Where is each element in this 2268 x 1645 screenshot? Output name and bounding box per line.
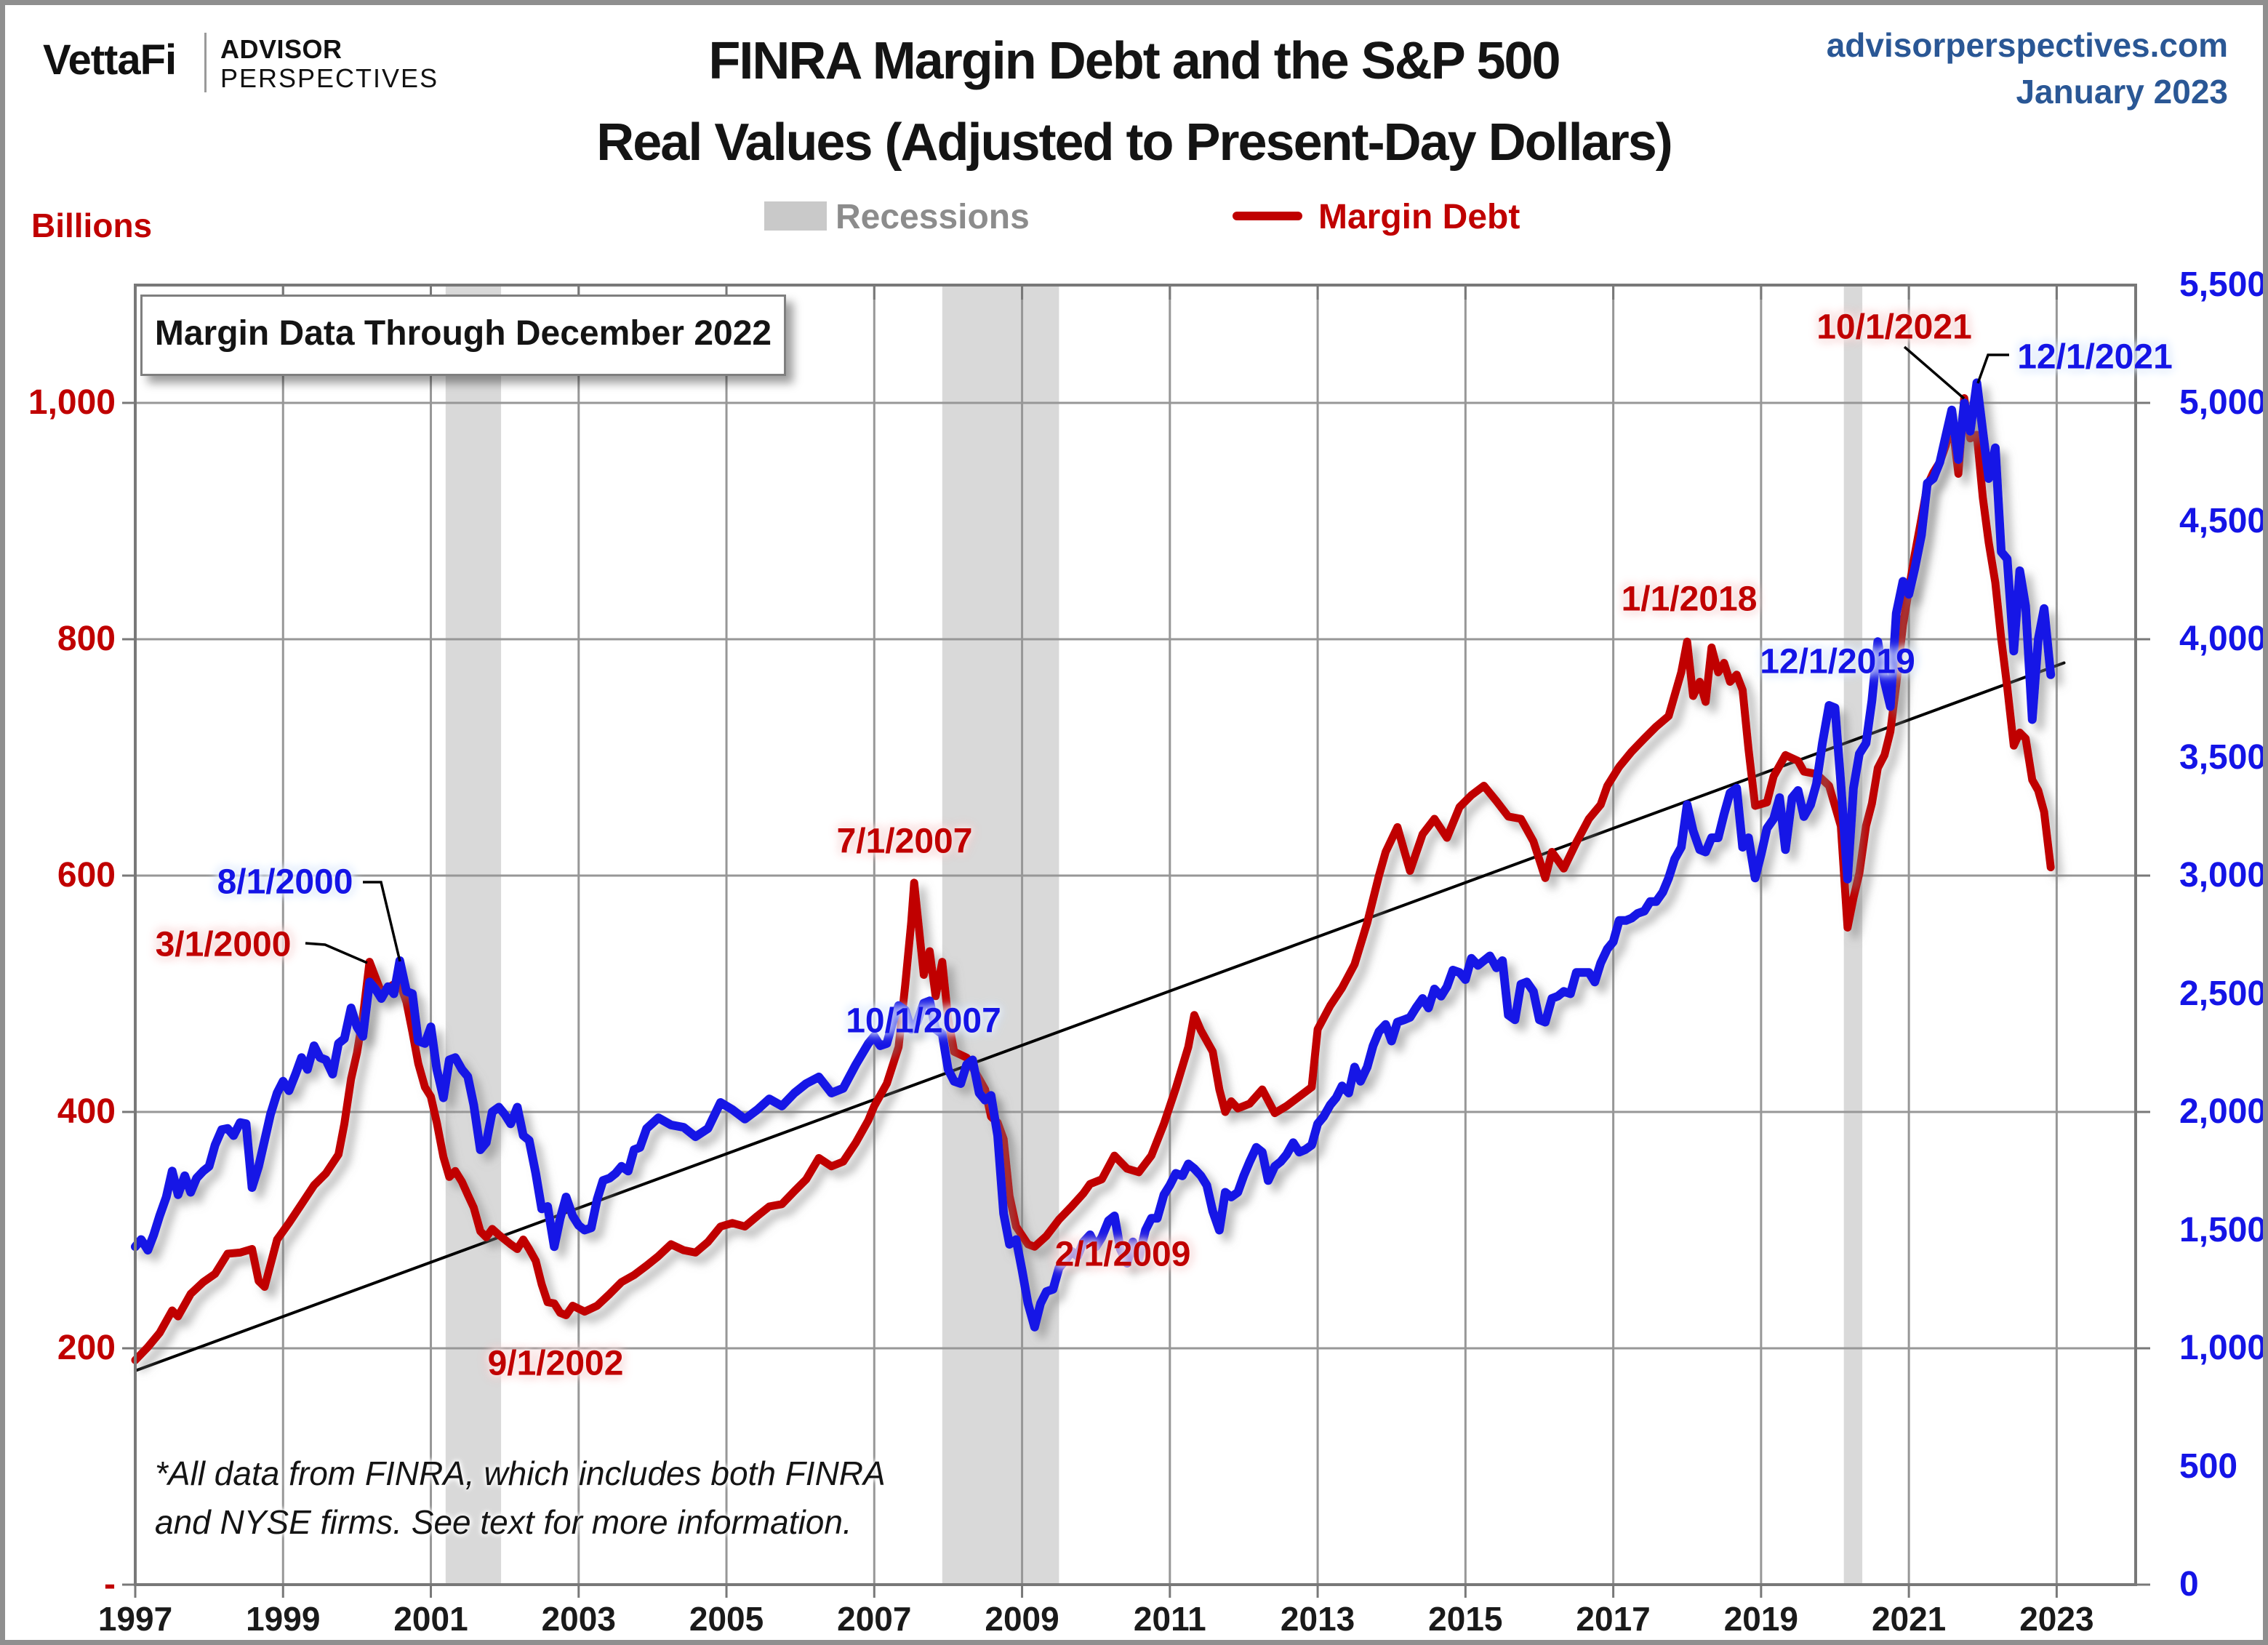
x-axis-tick-label: 2003 bbox=[541, 1600, 616, 1638]
x-axis-tick-label: 2021 bbox=[1871, 1600, 1947, 1638]
x-axis-tick-label: 1999 bbox=[246, 1600, 321, 1638]
x-axis-tick-label: 2015 bbox=[1428, 1600, 1503, 1638]
recession-band bbox=[942, 285, 1059, 1585]
chart-title-line1: FINRA Margin Debt and the S&P 500 bbox=[708, 32, 1560, 90]
footnote: *All data from FINRA, which includes bot… bbox=[155, 1449, 886, 1546]
x-axis-tick-label: 2009 bbox=[985, 1600, 1059, 1638]
right-axis-tick-label: 2,500 bbox=[2179, 974, 2267, 1013]
x-axis-tick-label: 2011 bbox=[1133, 1600, 1206, 1638]
margin-data-annotation-box: Margin Data Through December 2022 bbox=[140, 295, 786, 376]
logo-divider bbox=[204, 33, 207, 92]
x-axis-tick-label: 2023 bbox=[2019, 1600, 2094, 1638]
left-axis-tick-label: 1,000 bbox=[28, 383, 116, 422]
recession-legend-label: Recessions bbox=[836, 198, 1030, 236]
margin-debt-legend-line bbox=[1233, 212, 1302, 220]
right-axis-tick-label: 5,500 bbox=[2179, 265, 2267, 304]
callout-8-1-2000: 8/1/2000 bbox=[217, 862, 353, 902]
right-axis-tick-label: 0 bbox=[2179, 1565, 2199, 1604]
series-line bbox=[131, 394, 2055, 1364]
callout-7-1-2007: 7/1/2007 bbox=[836, 822, 973, 861]
margin-debt-legend-label: Margin Debt bbox=[1318, 198, 1520, 236]
x-axis-tick-label: 1997 bbox=[97, 1600, 173, 1638]
callout-3-1-2000: 3/1/2000 bbox=[155, 925, 292, 964]
right-axis-tick-label: 1,500 bbox=[2179, 1210, 2267, 1249]
vettafi-logo: VettaFi bbox=[43, 36, 177, 84]
recession-band bbox=[1843, 285, 1863, 1585]
right-axis-tick-label: 4,500 bbox=[2179, 501, 2267, 540]
callout-leader-line bbox=[305, 942, 368, 964]
footnote-line1: *All data from FINRA, which includes bot… bbox=[155, 1454, 886, 1492]
callout-12-1-2019: 12/1/2019 bbox=[1760, 642, 1915, 681]
chart-title-line2: Real Values (Adjusted to Present-Day Dol… bbox=[596, 113, 1672, 172]
site-url: advisorperspectives.com bbox=[1826, 26, 2228, 64]
callout-leader-line bbox=[1976, 353, 2009, 384]
left-axis-tick-label: 600 bbox=[57, 856, 116, 894]
right-axis-tick-label: 500 bbox=[2179, 1446, 2238, 1486]
right-axis-tick-label: 3,500 bbox=[2179, 737, 2267, 777]
callout-leader-line bbox=[363, 881, 401, 962]
advisor-perspectives-logo-top: ADVISOR bbox=[220, 34, 342, 64]
recession-band bbox=[445, 285, 502, 1585]
x-axis-tick-label: 2001 bbox=[393, 1600, 468, 1638]
advisor-perspectives-logo-bottom: PERSPECTIVES bbox=[220, 63, 439, 93]
callout-10-1-2007: 10/1/2007 bbox=[846, 1001, 1001, 1041]
left-axis-tick-label: 400 bbox=[57, 1092, 116, 1131]
right-axis-tick-label: 3,000 bbox=[2179, 856, 2267, 894]
series-line bbox=[131, 378, 2056, 1332]
x-axis-tick-label: 2017 bbox=[1576, 1600, 1651, 1638]
recession-legend-swatch bbox=[764, 201, 827, 231]
margin-data-annotation-text: Margin Data Through December 2022 bbox=[154, 314, 772, 353]
chart-date: January 2023 bbox=[2016, 73, 2228, 111]
x-axis-tick-label: 2005 bbox=[689, 1600, 764, 1638]
left-axis-tick-label: 200 bbox=[57, 1329, 116, 1367]
callout-12-1-2021: 12/1/2021 bbox=[2017, 337, 2173, 377]
callout-2-1-2009: 2/1/2009 bbox=[1054, 1235, 1191, 1274]
x-axis-tick-label: 2013 bbox=[1280, 1600, 1355, 1638]
right-axis-tick-label: 1,000 bbox=[2179, 1329, 2267, 1367]
plot-border bbox=[134, 284, 2137, 1586]
footnote-line2: and NYSE firms. See text for more inform… bbox=[155, 1502, 852, 1541]
left-axis-tick-label: 800 bbox=[57, 620, 116, 658]
right-axis-tick-label: 2,000 bbox=[2179, 1092, 2267, 1131]
callout-9-1-2002: 9/1/2002 bbox=[487, 1344, 624, 1383]
series-line bbox=[134, 661, 2066, 1372]
callout-1-1-2018: 1/1/2018 bbox=[1621, 580, 1758, 619]
right-axis-tick-label: 5,000 bbox=[2179, 383, 2267, 422]
x-axis-tick-label: 2007 bbox=[837, 1600, 912, 1638]
chart-plot-area bbox=[122, 284, 2150, 1598]
right-axis-tick-label: 4,000 bbox=[2179, 620, 2267, 658]
callout-10-1-2021: 10/1/2021 bbox=[1816, 308, 1972, 347]
left-axis-tick-label: - bbox=[104, 1565, 116, 1604]
x-axis-tick-label: 2019 bbox=[1723, 1600, 1799, 1638]
left-axis-unit-label: Billions bbox=[31, 207, 153, 244]
callout-leader-line bbox=[1903, 345, 1966, 400]
